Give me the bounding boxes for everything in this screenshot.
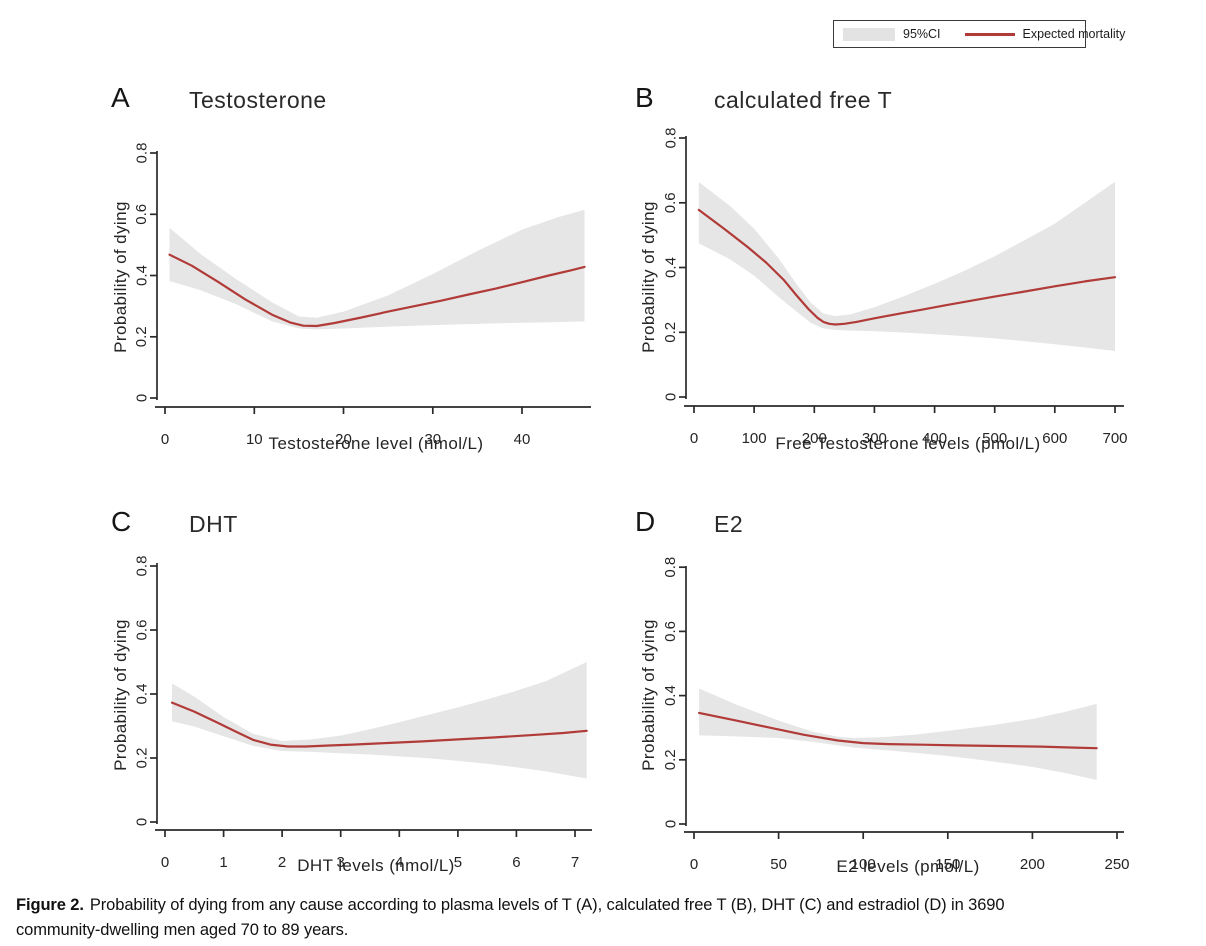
y-tick-label: 0.2: [133, 748, 150, 769]
figure-caption: Figure 2. Probability of dying from any c…: [16, 893, 1196, 943]
panel-b-x-axis-label: Free Testosterone levels (pmol/L): [775, 434, 1041, 453]
y-tick-label: 0.4: [133, 684, 150, 705]
x-tick-label: 100: [742, 430, 767, 447]
panel-a-title: Testosterone: [189, 87, 327, 113]
x-tick-label: 50: [770, 856, 787, 873]
x-tick-label: 150: [935, 856, 960, 873]
x-tick-label: 0: [690, 856, 698, 873]
expected-mortality-line: [698, 711, 1098, 750]
x-tick-label: 250: [1104, 856, 1129, 873]
y-tick-label: 0.4: [133, 265, 150, 286]
mortality-legend-label: Expected mortality: [1022, 27, 1126, 41]
x-tick-label: 4: [395, 854, 403, 871]
panel-a-y-axis-label: Probability of dying: [111, 201, 130, 353]
panel-b-title: calculated free T: [714, 87, 893, 113]
expected-mortality-line: [170, 701, 588, 748]
x-tick-label: 0: [161, 854, 169, 871]
panel-d-letter: D: [635, 506, 656, 537]
x-tick-label: 0: [690, 430, 698, 447]
y-tick-label: 0.2: [662, 749, 679, 770]
plot-legend: 95%CI Expected mortality: [833, 20, 1125, 48]
y-tick-label: 0.4: [662, 257, 679, 278]
x-tick-label: 200: [1020, 856, 1045, 873]
y-tick-label: 0.6: [662, 192, 679, 213]
ci-band: [172, 662, 587, 779]
panel-b-letter: B: [635, 82, 654, 113]
x-tick-label: 700: [1102, 430, 1127, 447]
x-tick-label: 40: [514, 431, 531, 448]
y-tick-label: 0: [662, 820, 679, 828]
y-tick-label: 0: [133, 394, 150, 402]
x-tick-label: 3: [337, 854, 345, 871]
y-tick-label: 0.6: [133, 204, 150, 225]
panel-a-letter: A: [111, 82, 130, 113]
panel-c-title: DHT: [189, 511, 238, 537]
x-tick-label: 30: [424, 431, 441, 448]
x-tick-label: 100: [851, 856, 876, 873]
x-tick-label: 6: [512, 854, 520, 871]
y-tick-label: 0.6: [662, 621, 679, 642]
ci-legend-label: 95%CI: [903, 27, 941, 41]
x-tick-label: 1: [219, 854, 227, 871]
x-tick-label: 0: [161, 431, 169, 448]
mortality-line-swatch-icon: [964, 32, 1015, 36]
x-tick-label: 600: [1042, 430, 1067, 447]
expected-mortality-line: [697, 208, 1117, 326]
panel-b-y-axis-label: Probability of dying: [639, 201, 658, 353]
panel-c-x-axis-label: DHT levels (nmol/L): [297, 856, 455, 875]
panel-a-x-axis-label: Testosterone level (nmol/L): [268, 434, 484, 453]
panel-d-x-axis-label: E2 levels (pmol/L): [836, 857, 980, 876]
figure-caption-line2: community-dwelling men aged 70 to 89 yea…: [16, 921, 349, 939]
x-tick-label: 10: [246, 431, 263, 448]
x-tick-label: 200: [802, 430, 827, 447]
y-tick-label: 0.8: [133, 556, 150, 577]
y-tick-label: 0: [662, 393, 679, 401]
ci-band-swatch-icon: [843, 27, 895, 41]
y-tick-label: 0: [133, 818, 150, 826]
x-tick-label: 7: [571, 854, 579, 871]
x-tick-label: 20: [335, 431, 352, 448]
panel-c-y-axis-label: Probability of dying: [111, 619, 130, 771]
expected-mortality-line: [168, 253, 586, 328]
y-tick-label: 0.8: [133, 143, 150, 164]
y-tick-label: 0.4: [662, 685, 679, 706]
y-tick-label: 0.6: [133, 620, 150, 641]
y-tick-label: 0.8: [662, 557, 679, 578]
panel-d-title: E2: [714, 511, 744, 537]
x-tick-label: 400: [922, 430, 947, 447]
panel-d-y-axis-label: Probability of dying: [639, 619, 658, 771]
y-tick-label: 0.2: [133, 326, 150, 347]
ci-band: [699, 688, 1097, 780]
panel-c-letter: C: [111, 506, 132, 537]
x-tick-label: 300: [862, 430, 887, 447]
ci-band: [698, 181, 1115, 351]
figure-caption-line1: Probability of dying from any cause acco…: [89, 896, 1005, 914]
x-tick-label: 2: [278, 854, 286, 871]
y-tick-label: 0.8: [662, 128, 679, 149]
x-tick-label: 500: [982, 430, 1007, 447]
y-tick-label: 0.2: [662, 322, 679, 343]
figure-caption-label: Figure 2.: [16, 896, 84, 914]
ci-band: [169, 209, 585, 330]
x-tick-label: 5: [454, 854, 462, 871]
